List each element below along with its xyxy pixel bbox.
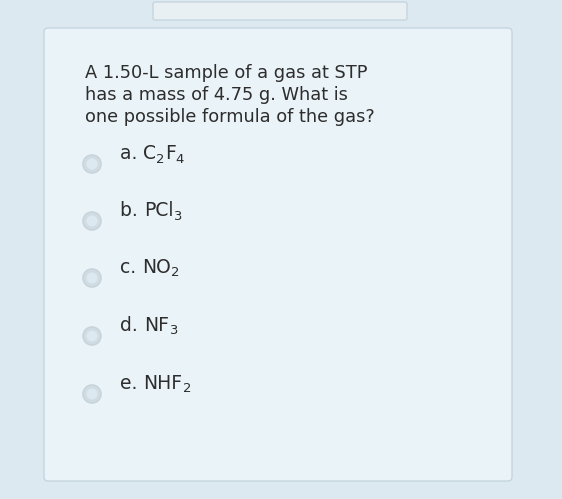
Text: C: C [143,144,156,163]
FancyBboxPatch shape [44,28,512,481]
FancyBboxPatch shape [153,2,407,20]
Text: has a mass of 4.75 g. What is: has a mass of 4.75 g. What is [85,86,348,104]
Text: d.: d. [120,316,144,335]
Text: e.: e. [120,374,143,393]
Text: 4: 4 [176,153,184,166]
Circle shape [83,212,101,230]
Text: NHF: NHF [143,374,183,393]
Circle shape [87,330,97,341]
Circle shape [83,269,101,287]
Text: one possible formula of the gas?: one possible formula of the gas? [85,108,375,126]
Text: 3: 3 [169,324,177,337]
Circle shape [87,159,97,170]
Circle shape [83,327,101,345]
Circle shape [83,385,101,403]
Circle shape [83,155,101,173]
Circle shape [87,389,97,400]
Text: b.: b. [120,201,144,220]
Text: PCl: PCl [144,201,173,220]
Text: a.: a. [120,144,143,163]
Text: 2: 2 [171,266,179,279]
Text: 2: 2 [183,383,191,396]
Circle shape [87,216,97,227]
Text: NF: NF [144,316,169,335]
Text: c.: c. [120,258,142,277]
Text: F: F [165,144,176,163]
Circle shape [87,272,97,283]
Text: 2: 2 [156,153,165,166]
Text: NO: NO [142,258,171,277]
Text: 3: 3 [173,210,182,223]
Text: A 1.50-L sample of a gas at STP: A 1.50-L sample of a gas at STP [85,64,368,82]
